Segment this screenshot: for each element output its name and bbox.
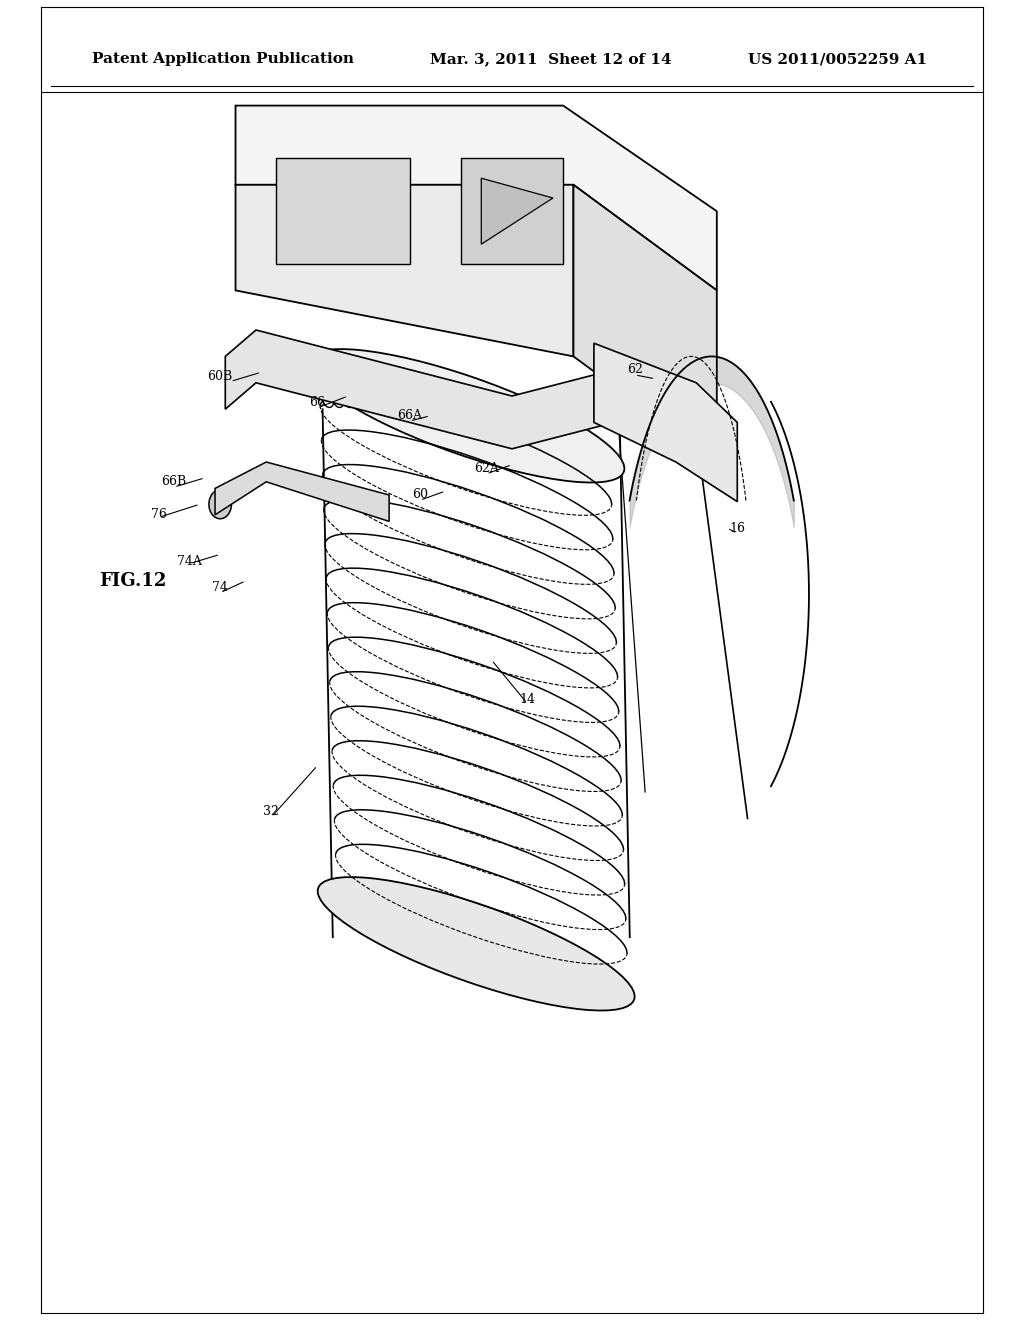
Polygon shape (276, 158, 410, 264)
Text: 14: 14 (519, 693, 536, 706)
Text: Mar. 3, 2011  Sheet 12 of 14: Mar. 3, 2011 Sheet 12 of 14 (430, 53, 672, 66)
Polygon shape (594, 343, 737, 502)
Polygon shape (215, 462, 389, 521)
Polygon shape (573, 185, 717, 462)
Polygon shape (481, 178, 553, 244)
Text: Patent Application Publication: Patent Application Publication (92, 53, 354, 66)
Polygon shape (236, 106, 717, 290)
Text: 76: 76 (151, 508, 167, 521)
Text: 74: 74 (212, 581, 228, 594)
Text: 62A: 62A (474, 462, 499, 475)
Polygon shape (461, 158, 563, 264)
Ellipse shape (307, 348, 625, 483)
Text: FIG.12: FIG.12 (99, 572, 167, 590)
Ellipse shape (209, 490, 231, 519)
Text: 62: 62 (627, 363, 643, 376)
Text: 16: 16 (729, 521, 745, 535)
Ellipse shape (216, 499, 224, 510)
Ellipse shape (317, 876, 635, 1011)
Text: 74A: 74A (177, 554, 202, 568)
Text: US 2011/0052259 A1: US 2011/0052259 A1 (748, 53, 927, 66)
Text: 32: 32 (263, 805, 280, 818)
Polygon shape (225, 330, 666, 449)
Text: 66: 66 (309, 396, 326, 409)
Text: 60: 60 (412, 488, 428, 502)
Text: 66A: 66A (397, 409, 422, 422)
Text: 66B: 66B (162, 475, 186, 488)
Polygon shape (236, 185, 573, 356)
Text: 60B: 60B (208, 370, 232, 383)
